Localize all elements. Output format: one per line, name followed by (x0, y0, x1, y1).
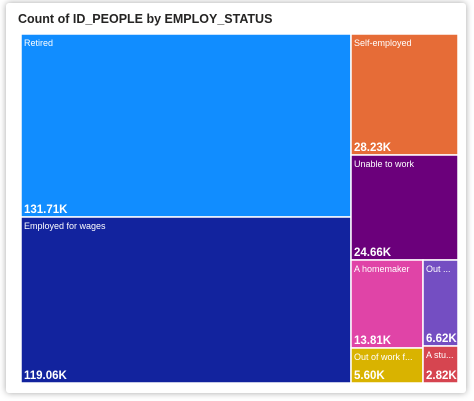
tile-data-label: 28.23K (354, 142, 392, 154)
treemap-tile[interactable]: Out of work f... 5.60K (350, 347, 424, 384)
tile-data-label: 13.81K (354, 335, 392, 347)
tile-category-label: A homemaker (354, 264, 410, 274)
treemap-tile[interactable]: Employed for wages 119.06K (20, 216, 352, 384)
treemap-rect[interactable] (422, 345, 459, 384)
tile-category-label: Retired (24, 38, 53, 48)
treemap-tile[interactable]: A homemaker 13.81K (350, 259, 424, 349)
tile-category-label: A stu... (426, 350, 454, 360)
treemap-rect[interactable] (350, 33, 459, 156)
tile-data-label: 6.62K (426, 333, 457, 345)
tile-category-label: Unable to work (354, 159, 415, 169)
treemap-rect[interactable] (20, 216, 352, 384)
tile-category-label: Employed for wages (24, 221, 106, 231)
treemap-tile[interactable]: A stu... 2.82K (422, 345, 459, 384)
tile-data-label: 5.60K (354, 370, 385, 382)
treemap-rect[interactable] (350, 347, 424, 384)
treemap-tile[interactable]: Self-employed 28.23K (350, 33, 459, 156)
treemap-rect[interactable] (422, 259, 459, 347)
tile-category-label: Out of work f... (354, 352, 413, 362)
tile-data-label: 24.66K (354, 247, 392, 259)
treemap-tile[interactable]: Unable to work 24.66K (350, 154, 459, 261)
tile-data-label: 119.06K (24, 370, 68, 382)
tile-category-label: Self-employed (354, 38, 412, 48)
tile-data-label: 131.71K (24, 204, 68, 216)
treemap-rect[interactable] (350, 259, 424, 349)
tile-category-label: Out ... (426, 264, 451, 274)
treemap-rect[interactable] (350, 154, 459, 261)
treemap-tile[interactable]: Retired 131.71K (20, 33, 352, 218)
tile-data-label: 2.82K (426, 370, 457, 382)
treemap-rect[interactable] (20, 33, 352, 218)
chart-title: Count of ID_PEOPLE by EMPLOY_STATUS (18, 12, 273, 26)
treemap-tile[interactable]: Out ... 6.62K (422, 259, 459, 347)
